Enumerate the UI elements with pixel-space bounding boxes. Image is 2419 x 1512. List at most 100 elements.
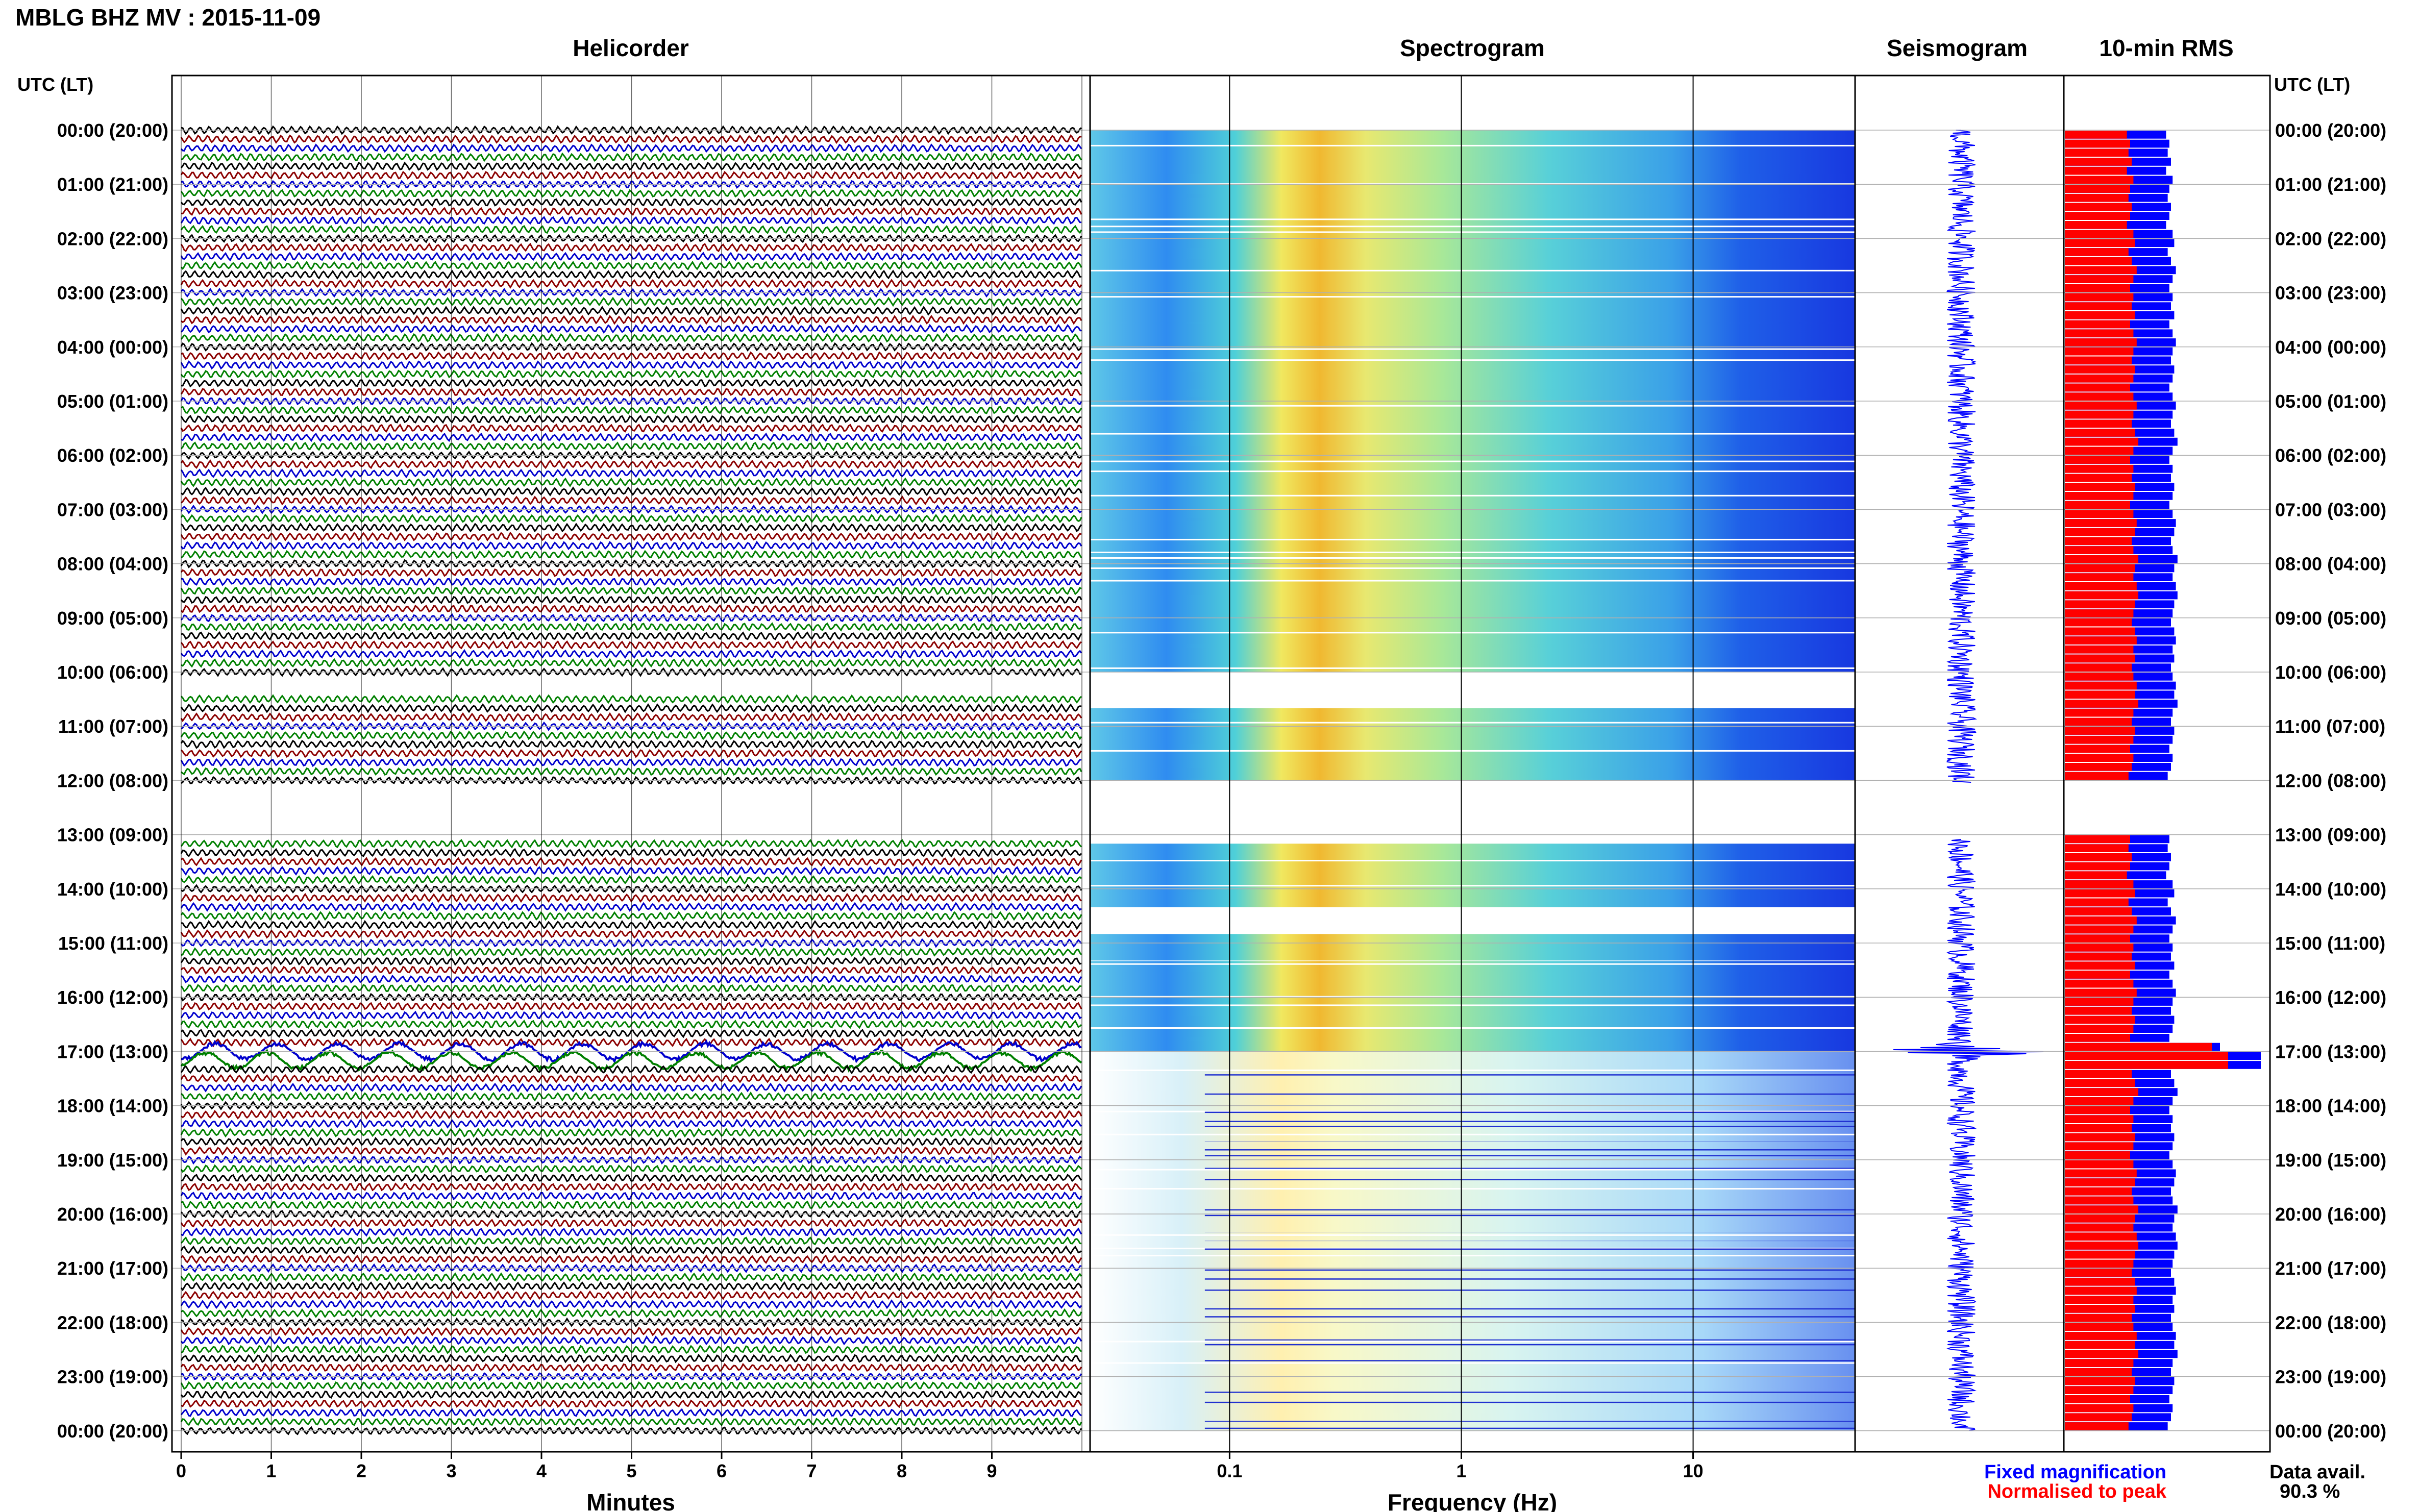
spectrogram-row (1090, 1259, 1855, 1269)
rms-bar-normalised (2065, 835, 2130, 844)
time-label-left: 14:00 (10:00) (57, 879, 168, 900)
time-axis-label-left: UTC (LT) (17, 74, 93, 95)
spectrogram-gap-streak (1090, 552, 1855, 554)
spectrogram-row (1090, 473, 1855, 483)
time-label-right: 06:00 (02:00) (2275, 445, 2386, 466)
legend-normalised-to-peak: Normalised to peak (1987, 1481, 2166, 1502)
spectrogram-row (1090, 374, 1855, 384)
spectrogram-high-band (1204, 1401, 1855, 1403)
spectrogram-row (1090, 1069, 1855, 1079)
spectrogram-gap-streak (1090, 494, 1855, 497)
spectrogram-row (1090, 383, 1855, 392)
rms-bar-normalised (2065, 429, 2135, 437)
spectrogram-high-band (1204, 1093, 1855, 1095)
spectrogram-high-band (1204, 1126, 1855, 1127)
spectrogram-row (1090, 1015, 1855, 1025)
rms-bar-normalised (2065, 627, 2135, 636)
spectrogram-row (1090, 365, 1855, 375)
spectrogram-gap-streak (1090, 557, 1855, 559)
time-label-right: 03:00 (23:00) (2275, 283, 2386, 304)
spectrogram-gap-streak (1090, 1169, 1855, 1171)
spectrogram-row (1090, 961, 1855, 971)
rms-bar-normalised (2065, 185, 2130, 193)
spectrogram-high-band (1204, 1360, 1855, 1361)
rms-bar-normalised (2065, 528, 2135, 536)
spectrogram-high-band (1204, 1111, 1855, 1113)
rms-bar-normalised (2065, 1332, 2137, 1340)
spectrogram-high-band (1204, 1149, 1855, 1151)
time-label-right: 07:00 (03:00) (2275, 499, 2386, 520)
spectrogram-row (1090, 1114, 1855, 1124)
rms-bar-normalised (2065, 1043, 2212, 1051)
rms-bar-normalised (2065, 889, 2135, 898)
time-label-left: 10:00 (06:00) (57, 662, 168, 683)
rms-bar-normalised (2065, 1350, 2138, 1358)
seismogram-trace (1893, 130, 2044, 1431)
spectrogram-row (1090, 437, 1855, 447)
spectrogram-high-band (1204, 1316, 1855, 1318)
rms-bar-normalised (2065, 1404, 2134, 1412)
spectrogram-row (1090, 166, 1855, 176)
spectrogram-row (1090, 464, 1855, 474)
rms-bar-normalised (2065, 1359, 2134, 1367)
rms-bar-normalised (2065, 139, 2130, 148)
spectrogram-row (1090, 1060, 1855, 1070)
spectrogram-gap-streak (1090, 750, 1855, 752)
rms-bar-normalised (2065, 1205, 2138, 1213)
rms-bar-normalised (2065, 1305, 2135, 1313)
rms-bar-normalised (2065, 925, 2134, 934)
rms-bar-normalised (2065, 1242, 2138, 1250)
spectrogram-row (1090, 518, 1855, 528)
spectrogram-row (1090, 645, 1855, 655)
spectrogram-gap-streak (1090, 860, 1855, 862)
rms-bar-normalised (2065, 1422, 2129, 1430)
spectrogram-high-band (1204, 1248, 1855, 1250)
rms-bar-normalised (2065, 519, 2137, 527)
rms-bar-normalised (2065, 1214, 2135, 1223)
time-label-left: 17:00 (13:00) (57, 1041, 168, 1062)
spectrogram-row (1090, 338, 1855, 348)
rms-bar-normalised (2065, 1178, 2135, 1186)
time-label-right: 23:00 (19:00) (2275, 1367, 2386, 1387)
spectrogram-row (1090, 410, 1855, 419)
rms-bar-normalised (2065, 510, 2134, 518)
spectrogram-row (1090, 1214, 1855, 1224)
spectrogram-row (1090, 509, 1855, 519)
spectrogram-gap-streak (1090, 1341, 1855, 1343)
spectrogram-gap-streak (1090, 1004, 1855, 1006)
rms-bar-normalised (2065, 1151, 2130, 1159)
rms-bar-normalised (2065, 1250, 2135, 1259)
rms-bar-normalised (2065, 735, 2134, 744)
rms-bar-normalised (2065, 212, 2130, 220)
spectrogram-row (1090, 762, 1855, 772)
spectrogram-row (1090, 346, 1855, 356)
rms-bar-normalised (2065, 338, 2137, 346)
spectrogram-row (1090, 1159, 1855, 1169)
minute-tick-label: 8 (897, 1460, 907, 1481)
rms-bar-normalised (2065, 1296, 2134, 1304)
spectrogram-row (1090, 1250, 1855, 1259)
spectrogram-row (1090, 1412, 1855, 1422)
spectrogram-gap-streak (1090, 460, 1855, 462)
minutes-axis-title: Minutes (586, 1489, 675, 1512)
spectrogram-high-band (1204, 1168, 1855, 1170)
spectrogram-gap-streak (1090, 567, 1855, 569)
spectrogram-row (1090, 220, 1855, 230)
rms-bar-normalised (2065, 898, 2129, 907)
spectrogram-row (1090, 1078, 1855, 1088)
spectrogram-gap-streak (1090, 348, 1855, 350)
time-label-left: 07:00 (03:00) (57, 499, 168, 520)
rms-bar-normalised (2065, 591, 2138, 600)
rms-bar-normalised (2065, 1259, 2134, 1268)
spectrogram-row (1090, 419, 1855, 429)
rms-bar-normalised (2065, 1377, 2135, 1385)
spectrogram-row (1090, 311, 1855, 320)
rms-bar-normalised (2065, 347, 2134, 356)
rms-bar-normalised (2065, 248, 2129, 256)
spectrogram-row (1090, 1223, 1855, 1232)
spectrogram-high-band (1204, 1290, 1855, 1291)
rms-bar-normalised (2065, 772, 2129, 780)
rms-bar-normalised (2065, 1341, 2135, 1349)
spectrogram-gap-streak (1090, 470, 1855, 473)
rms-bar-normalised (2065, 916, 2137, 925)
